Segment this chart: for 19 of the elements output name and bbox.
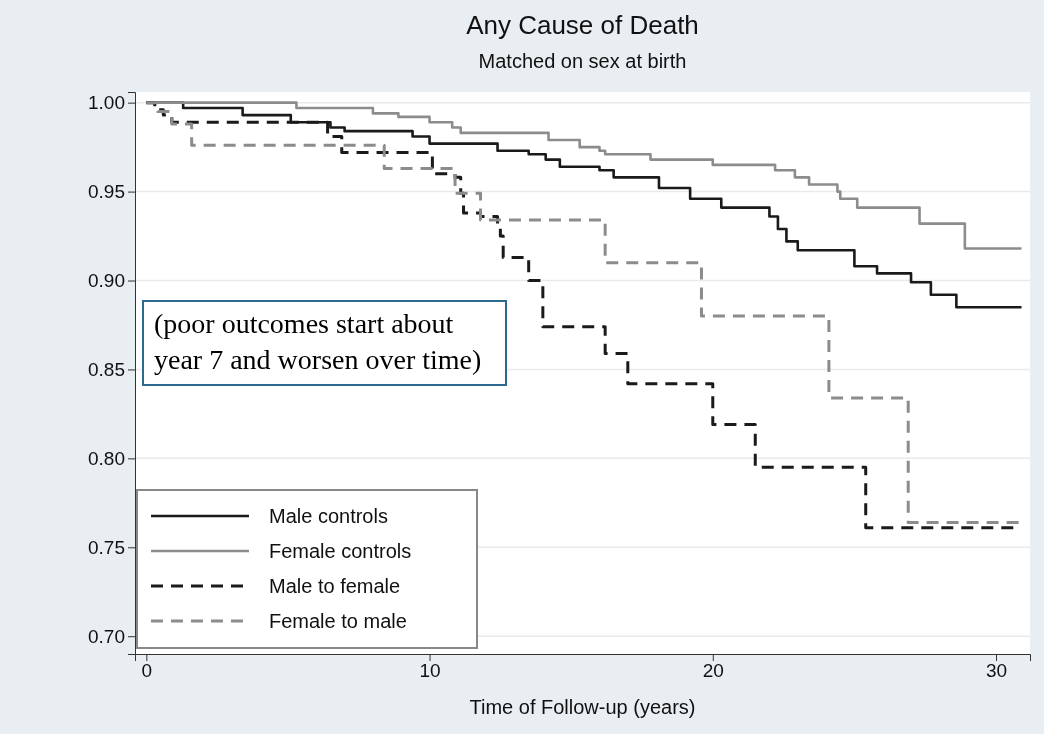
x-tick-label: 10 — [419, 660, 441, 682]
x-tick-label: 0 — [141, 660, 153, 682]
y-tick-label: 0.70 — [88, 625, 125, 647]
y-tick-label: 0.95 — [88, 181, 125, 203]
y-tick-label: 0.85 — [88, 359, 125, 381]
legend-label: Female to male — [269, 610, 407, 632]
annotation: (poor outcomes start about year 7 and worsen over time) — [142, 300, 507, 386]
x-tick-label: 30 — [985, 660, 1008, 682]
chart-subtitle: Matched on sex at birth — [478, 50, 687, 72]
x-axis-title: Time of Follow-up (years) — [469, 696, 696, 718]
legend-label: Male to female — [269, 575, 401, 597]
x-tick-label: 20 — [702, 660, 724, 682]
y-tick-label: 0.90 — [88, 270, 125, 292]
y-tick-label: 1.00 — [88, 92, 125, 114]
legend-label: Female controls — [269, 540, 412, 562]
chart-title: Any Cause of Death — [466, 10, 699, 40]
y-tick-label: 0.80 — [88, 447, 125, 469]
legend-label: Male controls — [269, 505, 388, 527]
y-tick-label: 0.75 — [88, 536, 125, 558]
